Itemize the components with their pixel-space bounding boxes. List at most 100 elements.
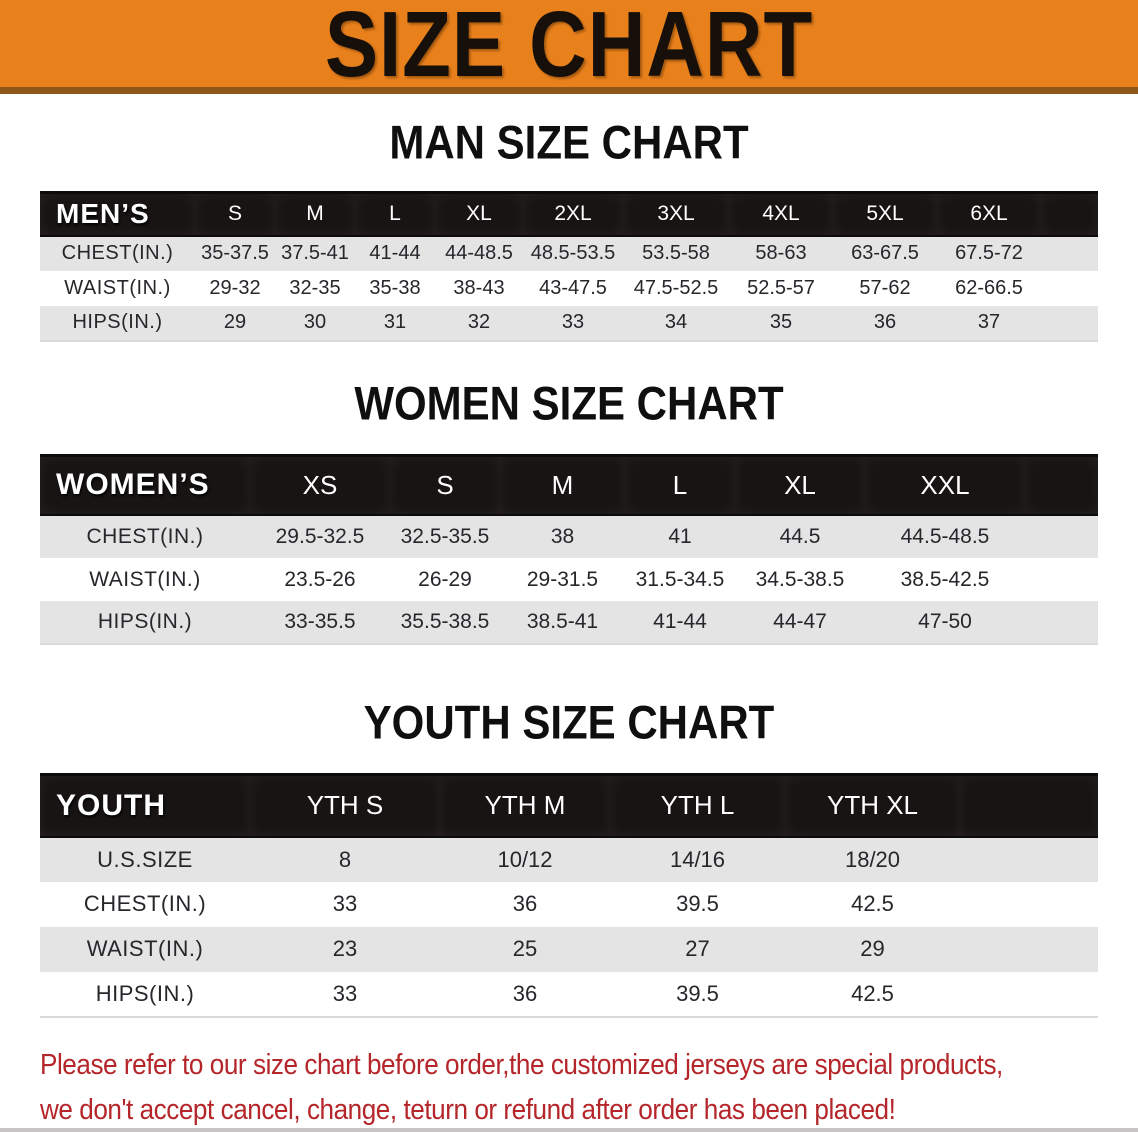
- men-section-heading: MAN SIZE CHART: [389, 116, 749, 169]
- table-cell: 39.5: [610, 881, 785, 927]
- women-section-heading: WOMEN SIZE CHART: [354, 376, 784, 430]
- table-cell: 29: [785, 926, 960, 972]
- men-col-header: M: [275, 191, 355, 237]
- table-cell: 32: [435, 305, 523, 341]
- women-col-header: XS: [250, 453, 390, 516]
- men-chest-row: CHEST(IN.) 35-37.5 37.5-41 41-44 44-48.5…: [40, 235, 1098, 271]
- men-col-header: 2XL: [523, 191, 623, 237]
- table-cell: 43-47.5: [523, 270, 623, 306]
- table-cell: 33: [523, 305, 623, 341]
- spacer-cell: [1025, 453, 1098, 516]
- spacer-cell: [1041, 235, 1098, 271]
- table-cell: 48.5-53.5: [523, 235, 623, 271]
- table-cell: 23: [250, 926, 440, 972]
- table-cell: 47-50: [865, 601, 1025, 644]
- row-label: CHEST(IN.): [40, 235, 195, 271]
- table-cell: 29-32: [195, 270, 275, 306]
- table-cell: 29-31.5: [500, 558, 625, 601]
- table-cell: 34.5-38.5: [735, 558, 865, 601]
- table-cell: 42.5: [785, 881, 960, 927]
- youth-header-row: YOUTH YTH S YTH M YTH L YTH XL: [40, 773, 1098, 838]
- table-cell: 35-37.5: [195, 235, 275, 271]
- spacer-cell: [960, 971, 1098, 1017]
- men-hips-row: HIPS(IN.) 29 30 31 32 33 34 35 36 37: [40, 305, 1098, 341]
- table-cell: 33-35.5: [250, 601, 390, 644]
- men-col-header: 6XL: [937, 191, 1041, 237]
- row-label: WAIST(IN.): [40, 270, 195, 306]
- spacer-cell: [960, 836, 1098, 882]
- banner-title: SIZE CHART: [324, 0, 814, 96]
- table-cell: 38-43: [435, 270, 523, 306]
- youth-ussize-row: U.S.SIZE 8 10/12 14/16 18/20: [40, 836, 1098, 882]
- table-cell: 18/20: [785, 836, 960, 882]
- disclaimer-line-2: we don't accept cancel, change, teturn o…: [40, 1093, 896, 1126]
- women-header-row: WOMEN’S XS S M L XL XXL: [40, 453, 1098, 516]
- row-label: CHEST(IN.): [40, 515, 250, 558]
- table-cell: 38.5-41: [500, 601, 625, 644]
- table-cell: 57-62: [833, 270, 937, 306]
- table-cell: 38.5-42.5: [865, 558, 1025, 601]
- table-cell: 44-48.5: [435, 235, 523, 271]
- men-col-header: 5XL: [833, 191, 937, 237]
- spacer-cell: [1025, 515, 1098, 558]
- table-cell: 31.5-34.5: [625, 558, 735, 601]
- table-cell: 52.5-57: [729, 270, 833, 306]
- spacer-cell: [1041, 191, 1098, 237]
- table-cell: 14/16: [610, 836, 785, 882]
- table-cell: 23.5-26: [250, 558, 390, 601]
- table-cell: 32.5-35.5: [390, 515, 500, 558]
- table-cell: 35: [729, 305, 833, 341]
- table-cell: 36: [440, 881, 610, 927]
- table-cell: 36: [833, 305, 937, 341]
- bottom-edge-divider: [0, 1128, 1138, 1132]
- youth-waist-row: WAIST(IN.) 23 25 27 29: [40, 926, 1098, 972]
- men-col-header: 3XL: [623, 191, 729, 237]
- youth-chest-row: CHEST(IN.) 33 36 39.5 42.5: [40, 881, 1098, 927]
- men-header-label: MEN’S: [40, 191, 195, 237]
- table-cell: 33: [250, 881, 440, 927]
- youth-header-label: YOUTH: [40, 773, 250, 838]
- youth-col-header: YTH XL: [785, 773, 960, 838]
- table-cell: 33: [250, 971, 440, 1017]
- row-label: CHEST(IN.): [40, 881, 250, 927]
- table-cell: 44-47: [735, 601, 865, 644]
- table-cell: 44.5-48.5: [865, 515, 1025, 558]
- table-cell: 62-66.5: [937, 270, 1041, 306]
- youth-hips-row: HIPS(IN.) 33 36 39.5 42.5: [40, 971, 1098, 1017]
- table-cell: 35.5-38.5: [390, 601, 500, 644]
- table-cell: 32-35: [275, 270, 355, 306]
- table-cell: 26-29: [390, 558, 500, 601]
- women-header-label: WOMEN’S: [40, 453, 250, 516]
- row-label: WAIST(IN.): [40, 558, 250, 601]
- youth-col-header: YTH M: [440, 773, 610, 838]
- spacer-cell: [1025, 601, 1098, 644]
- table-cell: 37: [937, 305, 1041, 341]
- table-cell: 10/12: [440, 836, 610, 882]
- spacer-cell: [1041, 305, 1098, 341]
- table-cell: 47.5-52.5: [623, 270, 729, 306]
- table-cell: 38: [500, 515, 625, 558]
- table-cell: 58-63: [729, 235, 833, 271]
- men-col-header: L: [355, 191, 435, 237]
- women-waist-row: WAIST(IN.) 23.5-26 26-29 29-31.5 31.5-34…: [40, 558, 1098, 601]
- table-cell: 35-38: [355, 270, 435, 306]
- men-size-table: MEN’S S M L XL 2XL 3XL 4XL 5XL 6XL CHEST…: [40, 191, 1098, 342]
- youth-col-header: YTH L: [610, 773, 785, 838]
- disclaimer-notice: Please refer to our size chart before or…: [40, 1043, 1138, 1132]
- table-cell: 41-44: [625, 601, 735, 644]
- table-cell: 42.5: [785, 971, 960, 1017]
- row-label: WAIST(IN.): [40, 926, 250, 972]
- table-cell: 67.5-72: [937, 235, 1041, 271]
- table-cell: 31: [355, 305, 435, 341]
- table-cell: 41-44: [355, 235, 435, 271]
- women-col-header: XXL: [865, 453, 1025, 516]
- table-cell: 34: [623, 305, 729, 341]
- table-cell: 29: [195, 305, 275, 341]
- table-cell: 41: [625, 515, 735, 558]
- women-chest-row: CHEST(IN.) 29.5-32.5 32.5-35.5 38 41 44.…: [40, 515, 1098, 558]
- table-cell: 39.5: [610, 971, 785, 1017]
- men-col-header: 4XL: [729, 191, 833, 237]
- men-header-row: MEN’S S M L XL 2XL 3XL 4XL 5XL 6XL: [40, 191, 1098, 237]
- table-cell: 63-67.5: [833, 235, 937, 271]
- men-waist-row: WAIST(IN.) 29-32 32-35 35-38 38-43 43-47…: [40, 270, 1098, 306]
